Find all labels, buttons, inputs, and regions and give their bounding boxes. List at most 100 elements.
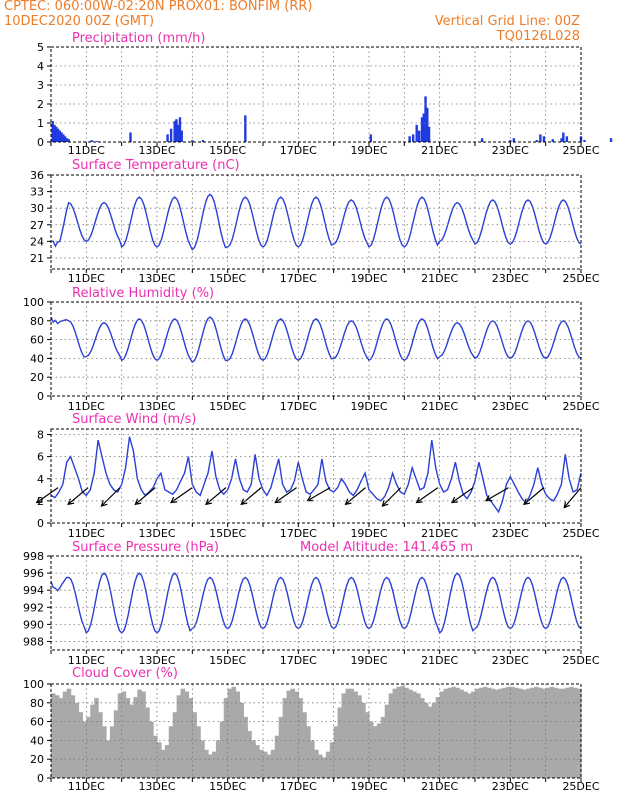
cloud-bar bbox=[329, 742, 335, 778]
cloud-bar bbox=[396, 686, 402, 778]
cloud-bar bbox=[294, 691, 299, 778]
cloud-bar bbox=[372, 726, 378, 778]
x-tick-label: 21DEC bbox=[421, 272, 458, 285]
cloud-bar bbox=[435, 697, 441, 778]
panel-frame bbox=[50, 301, 582, 397]
cloud-bar bbox=[223, 698, 229, 778]
cloud-bar bbox=[333, 726, 339, 778]
cloud-bar bbox=[353, 691, 358, 778]
panel-title: Surface Temperature (nC) bbox=[72, 158, 240, 173]
precip-bar bbox=[244, 115, 247, 142]
cloud-bar bbox=[125, 698, 131, 778]
wind-arrow-head bbox=[450, 496, 458, 504]
wind-arrow-head bbox=[274, 496, 282, 504]
cloud-bar bbox=[180, 688, 186, 778]
x-tick-label: 23DEC bbox=[492, 780, 529, 793]
y-tick-label: 3 bbox=[37, 79, 44, 92]
cloud-bar bbox=[451, 686, 456, 778]
y-tick-label: 992 bbox=[23, 601, 44, 614]
wind-arrow-head bbox=[523, 498, 530, 506]
x-tick-label: 23DEC bbox=[492, 144, 529, 157]
cloud-bar bbox=[266, 754, 272, 778]
cloud-bar bbox=[557, 688, 562, 778]
cloud-bar bbox=[506, 686, 511, 778]
x-tick-label: 17DEC bbox=[280, 400, 317, 413]
wind-arrow-head bbox=[381, 500, 389, 507]
cloud-bar bbox=[365, 712, 370, 778]
cloud-bar bbox=[467, 693, 472, 778]
cloud-bar bbox=[471, 691, 476, 778]
cloud-bar bbox=[204, 749, 209, 778]
cloud-bar bbox=[526, 688, 531, 778]
cloud-bar bbox=[239, 702, 244, 778]
cloud-bar bbox=[561, 688, 566, 778]
cloud-bar bbox=[82, 721, 87, 778]
panel-title: Surface Wind (m/s) bbox=[72, 412, 196, 427]
cloud-bar bbox=[522, 689, 527, 778]
panel-title: Relative Humidity (%) bbox=[72, 286, 214, 301]
y-tick-label: 33 bbox=[30, 186, 44, 199]
precip-bar bbox=[166, 134, 169, 142]
cloud-bar bbox=[518, 688, 523, 778]
wind-arrow bbox=[381, 487, 402, 507]
cloud-bar bbox=[164, 745, 170, 778]
precip-bar bbox=[509, 140, 512, 142]
y-tick-label: 20 bbox=[30, 753, 44, 766]
cloud-bar bbox=[196, 726, 201, 778]
cloud-bar bbox=[153, 735, 158, 778]
wind-arrow-head bbox=[415, 496, 423, 504]
x-tick-label: 25DEC bbox=[562, 400, 599, 413]
precip-bar bbox=[417, 130, 421, 142]
precip-bar bbox=[175, 119, 178, 142]
cloud-bar bbox=[357, 695, 362, 778]
wind-arrow bbox=[170, 487, 193, 504]
cloud-bar bbox=[251, 740, 256, 778]
header-line2: 10DEC2020 00Z (GMT) bbox=[4, 14, 155, 29]
cloud-bar bbox=[51, 693, 56, 778]
cloud-bar bbox=[439, 691, 445, 778]
cloud-bar bbox=[361, 702, 366, 778]
cloud-bar bbox=[263, 751, 268, 778]
cloud-bar bbox=[102, 726, 107, 778]
panel-frame bbox=[50, 555, 582, 651]
precip-bar bbox=[169, 128, 173, 142]
cloud-bar bbox=[286, 690, 292, 778]
y-tick-label: 24 bbox=[30, 235, 44, 248]
precip-bar bbox=[408, 136, 411, 142]
cloud-bar bbox=[565, 687, 570, 778]
cloud-bar bbox=[94, 698, 99, 778]
x-tick-label: 23DEC bbox=[492, 400, 529, 413]
x-tick-label: 19DEC bbox=[350, 144, 387, 157]
cloud-bar bbox=[400, 685, 405, 778]
cloud-bar bbox=[376, 723, 382, 778]
precip-bar bbox=[58, 130, 62, 142]
wind-arrow-head bbox=[484, 495, 493, 502]
cloud-bar bbox=[184, 691, 190, 778]
panel-frame bbox=[50, 683, 582, 779]
precip-bar bbox=[480, 138, 484, 142]
y-tick-label: 80 bbox=[30, 697, 44, 710]
x-tick-label: 11DEC bbox=[68, 780, 105, 793]
cloud-bar bbox=[549, 686, 555, 778]
y-tick-label: 0 bbox=[37, 390, 44, 403]
wind-arrow bbox=[563, 487, 582, 508]
precip-bar bbox=[56, 128, 60, 142]
cloud-bar bbox=[282, 698, 288, 778]
x-tick-label: 13DEC bbox=[138, 272, 175, 285]
x-tick-label: 15DEC bbox=[209, 144, 246, 157]
y-tick-label: 60 bbox=[30, 334, 44, 347]
panel-1: 21 24 27 30 33 36 11DEC 13DEC 15DEC 17DEC 19DEC 21D… bbox=[30, 158, 600, 285]
x-tick-label: 13DEC bbox=[138, 144, 175, 157]
wind-arrow-head bbox=[100, 500, 108, 507]
precip-bar bbox=[180, 130, 183, 142]
y-tick-label: 27 bbox=[30, 219, 44, 232]
cloud-bar bbox=[306, 726, 311, 778]
cloud-bar bbox=[337, 707, 343, 778]
precip-bar bbox=[177, 124, 180, 142]
precip-bar bbox=[609, 138, 613, 142]
x-tick-label: 19DEC bbox=[350, 527, 387, 540]
wind-arrow bbox=[307, 487, 331, 502]
x-tick-label: 17DEC bbox=[280, 654, 317, 667]
wind-arrow bbox=[101, 487, 121, 507]
cloud-bar bbox=[247, 731, 252, 778]
